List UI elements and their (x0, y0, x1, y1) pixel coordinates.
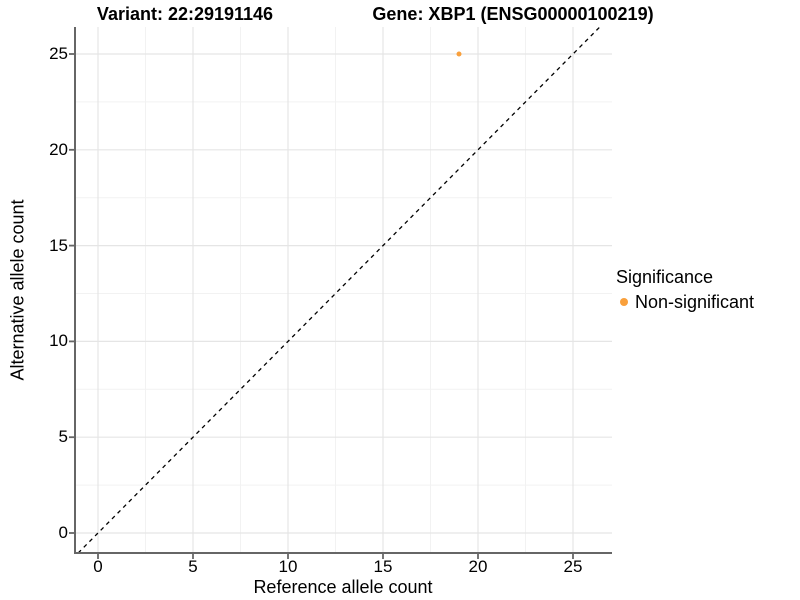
y-tick-label: 0 (58, 523, 68, 542)
y-axis-title: Alternative allele count (7, 199, 28, 381)
x-tick-label: 15 (373, 557, 393, 576)
legend-point-icon (620, 298, 628, 306)
x-axis-title: Reference allele count (253, 577, 433, 597)
y-tick-label: 15 (49, 235, 68, 255)
y-tick-label: 5 (58, 427, 68, 447)
y-tick-label: 25 (49, 44, 68, 63)
y-tick-label: 10 (49, 331, 68, 351)
x-tick-label: 5 (188, 557, 198, 576)
x-tick-label: 0 (93, 557, 103, 576)
legend-title: Significance (616, 267, 714, 287)
data-point (456, 51, 462, 57)
legend-item-label: Non-significant (635, 292, 755, 312)
x-tick-label: 20 (468, 557, 488, 576)
x-tick-label: 25 (563, 557, 583, 576)
y-tick-label: 20 (49, 139, 68, 159)
legend-item-non-significant: Non-significant (616, 292, 754, 312)
variant-title: Variant: 22:29191146 (96, 4, 274, 24)
x-tick-label: 10 (278, 557, 298, 576)
identity-reference-line (77, 26, 601, 554)
gene-title: Gene: XBP1 (ENSG00000100219) (372, 4, 654, 24)
legend: Significance Non-significant (616, 266, 754, 312)
